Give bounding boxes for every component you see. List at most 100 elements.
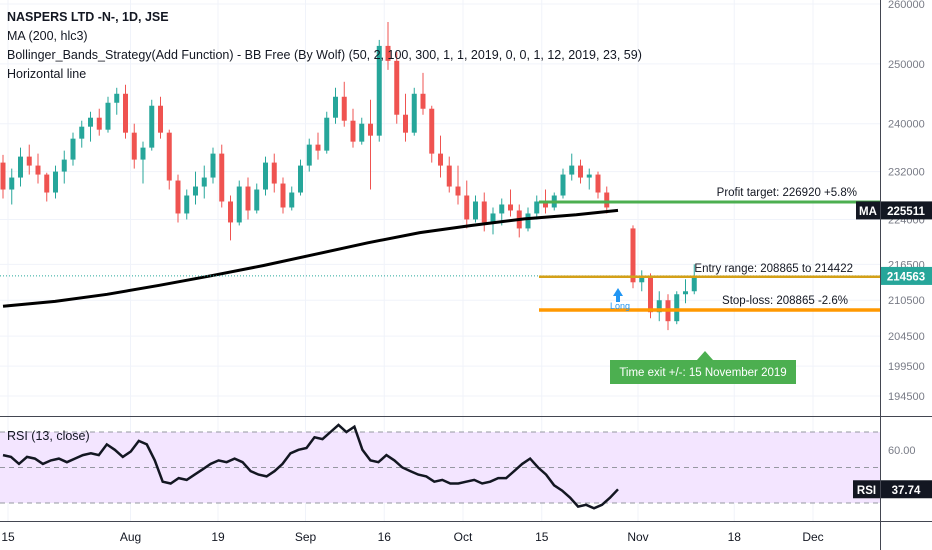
rsi-value-badge (881, 480, 932, 499)
candle-body (149, 105, 155, 148)
price-tick-label: 232000 (888, 167, 925, 179)
candle-body (691, 275, 697, 292)
candle-body (140, 147, 146, 160)
candle-body (79, 126, 85, 139)
time-tick-label: Sep (295, 530, 317, 544)
candle-body (61, 159, 67, 172)
ma-value-text: 225511 (887, 206, 925, 218)
time-exit-callout (610, 351, 796, 384)
candle-body (166, 132, 172, 181)
time-tick-label: 18 (728, 530, 742, 544)
candle-body (569, 165, 575, 175)
rsi-line (2, 423, 619, 510)
candle-body (341, 96, 347, 121)
candle-body (420, 93, 426, 109)
symbol-title: NASPERS LTD -N-, 1D, JSE (7, 10, 169, 24)
candle-body (473, 201, 478, 220)
candle-body (236, 186, 242, 223)
price-tick-label: 260000 (888, 0, 925, 11)
candle-body (333, 96, 338, 118)
price-tick-label: 240000 (888, 119, 925, 131)
candle-body (289, 192, 295, 208)
candle-body (411, 93, 417, 133)
candle-body (306, 144, 312, 166)
candle-body (429, 108, 435, 154)
price-tick-label: 204500 (888, 331, 925, 343)
price-tick-label: 210500 (888, 295, 925, 307)
candle-body (525, 213, 531, 229)
candle-body (368, 123, 373, 136)
candle-body (245, 186, 251, 211)
price-tick-label: 250000 (888, 59, 925, 71)
candle-body (131, 132, 137, 160)
time-tick-label: 16 (378, 530, 392, 544)
candle-body (604, 192, 610, 208)
candle-body (394, 60, 400, 115)
candle-body (263, 162, 268, 190)
entry-range-label: Entry range: 208865 to 214422 (694, 263, 853, 275)
rsi-badge-tag (853, 480, 880, 499)
time-tick-label: Nov (627, 530, 648, 544)
strategy-levels: Profit target: 226920 +5.8% Entry range: … (0, 187, 880, 384)
candle-body (114, 93, 120, 103)
candle-body (105, 102, 111, 130)
candle-body (210, 153, 216, 178)
candle-body (201, 177, 207, 187)
candle-body (446, 165, 452, 187)
candle-body (0, 162, 6, 190)
candle-body (683, 291, 688, 295)
candle-body (455, 186, 461, 196)
candle-body (184, 195, 190, 214)
candle-body (385, 45, 391, 61)
candle-body (376, 45, 382, 136)
candle-body (499, 204, 505, 214)
candle-body (481, 201, 487, 223)
candle-body (324, 117, 330, 151)
ma-line (2, 208, 619, 308)
candle-body (639, 276, 645, 283)
rsi-tick-label: 60.00 (888, 445, 916, 457)
candle-body (438, 153, 443, 166)
stop-loss-label: Stop-loss: 208865 -2.6% (722, 295, 848, 307)
ma-badge-label: MA (859, 206, 877, 218)
candle-body (96, 117, 102, 130)
candle-body (359, 123, 365, 142)
candle-body (350, 120, 356, 142)
time-tick-label: Oct (454, 530, 473, 544)
long-arrow-icon (613, 288, 623, 302)
profit-target-label: Profit target: 226920 +5.8% (717, 187, 857, 199)
ma-badge-tag (856, 201, 880, 220)
ma-legend: MA (200, hlc3) (7, 29, 88, 43)
strategy-legend: Bollinger_Bands_Strategy(Add Function) -… (7, 48, 642, 62)
time-tick-label: Dec (802, 530, 823, 544)
candle-body (403, 114, 408, 133)
candle-body (44, 174, 50, 193)
candle-body (534, 201, 540, 214)
time-tick-label: 19 (211, 530, 225, 544)
candle-body (280, 183, 286, 208)
candle-body (70, 138, 76, 160)
candle-body (193, 186, 198, 196)
rsi-band (0, 431, 880, 504)
candle-body (595, 174, 601, 193)
candle-body (586, 174, 592, 178)
candle-body (490, 213, 496, 223)
candle-body (228, 201, 233, 223)
candle-body (464, 195, 470, 220)
candle-body (35, 165, 41, 175)
candle-body (543, 201, 548, 208)
time-tick-label: 15 (535, 530, 549, 544)
candle-body (175, 180, 181, 214)
rsi-legend: RSI (13, close) (7, 429, 90, 443)
rsi-value-text: 37.74 (892, 485, 921, 497)
candle-body (254, 189, 260, 211)
long-signal-label: Long (610, 301, 630, 311)
candle-body (560, 174, 566, 196)
candle-body (123, 93, 128, 133)
candle-body (315, 144, 321, 151)
price-value-badge (881, 266, 932, 285)
candle-body (88, 117, 93, 127)
candle-body (271, 162, 277, 184)
candle-body (9, 177, 15, 190)
